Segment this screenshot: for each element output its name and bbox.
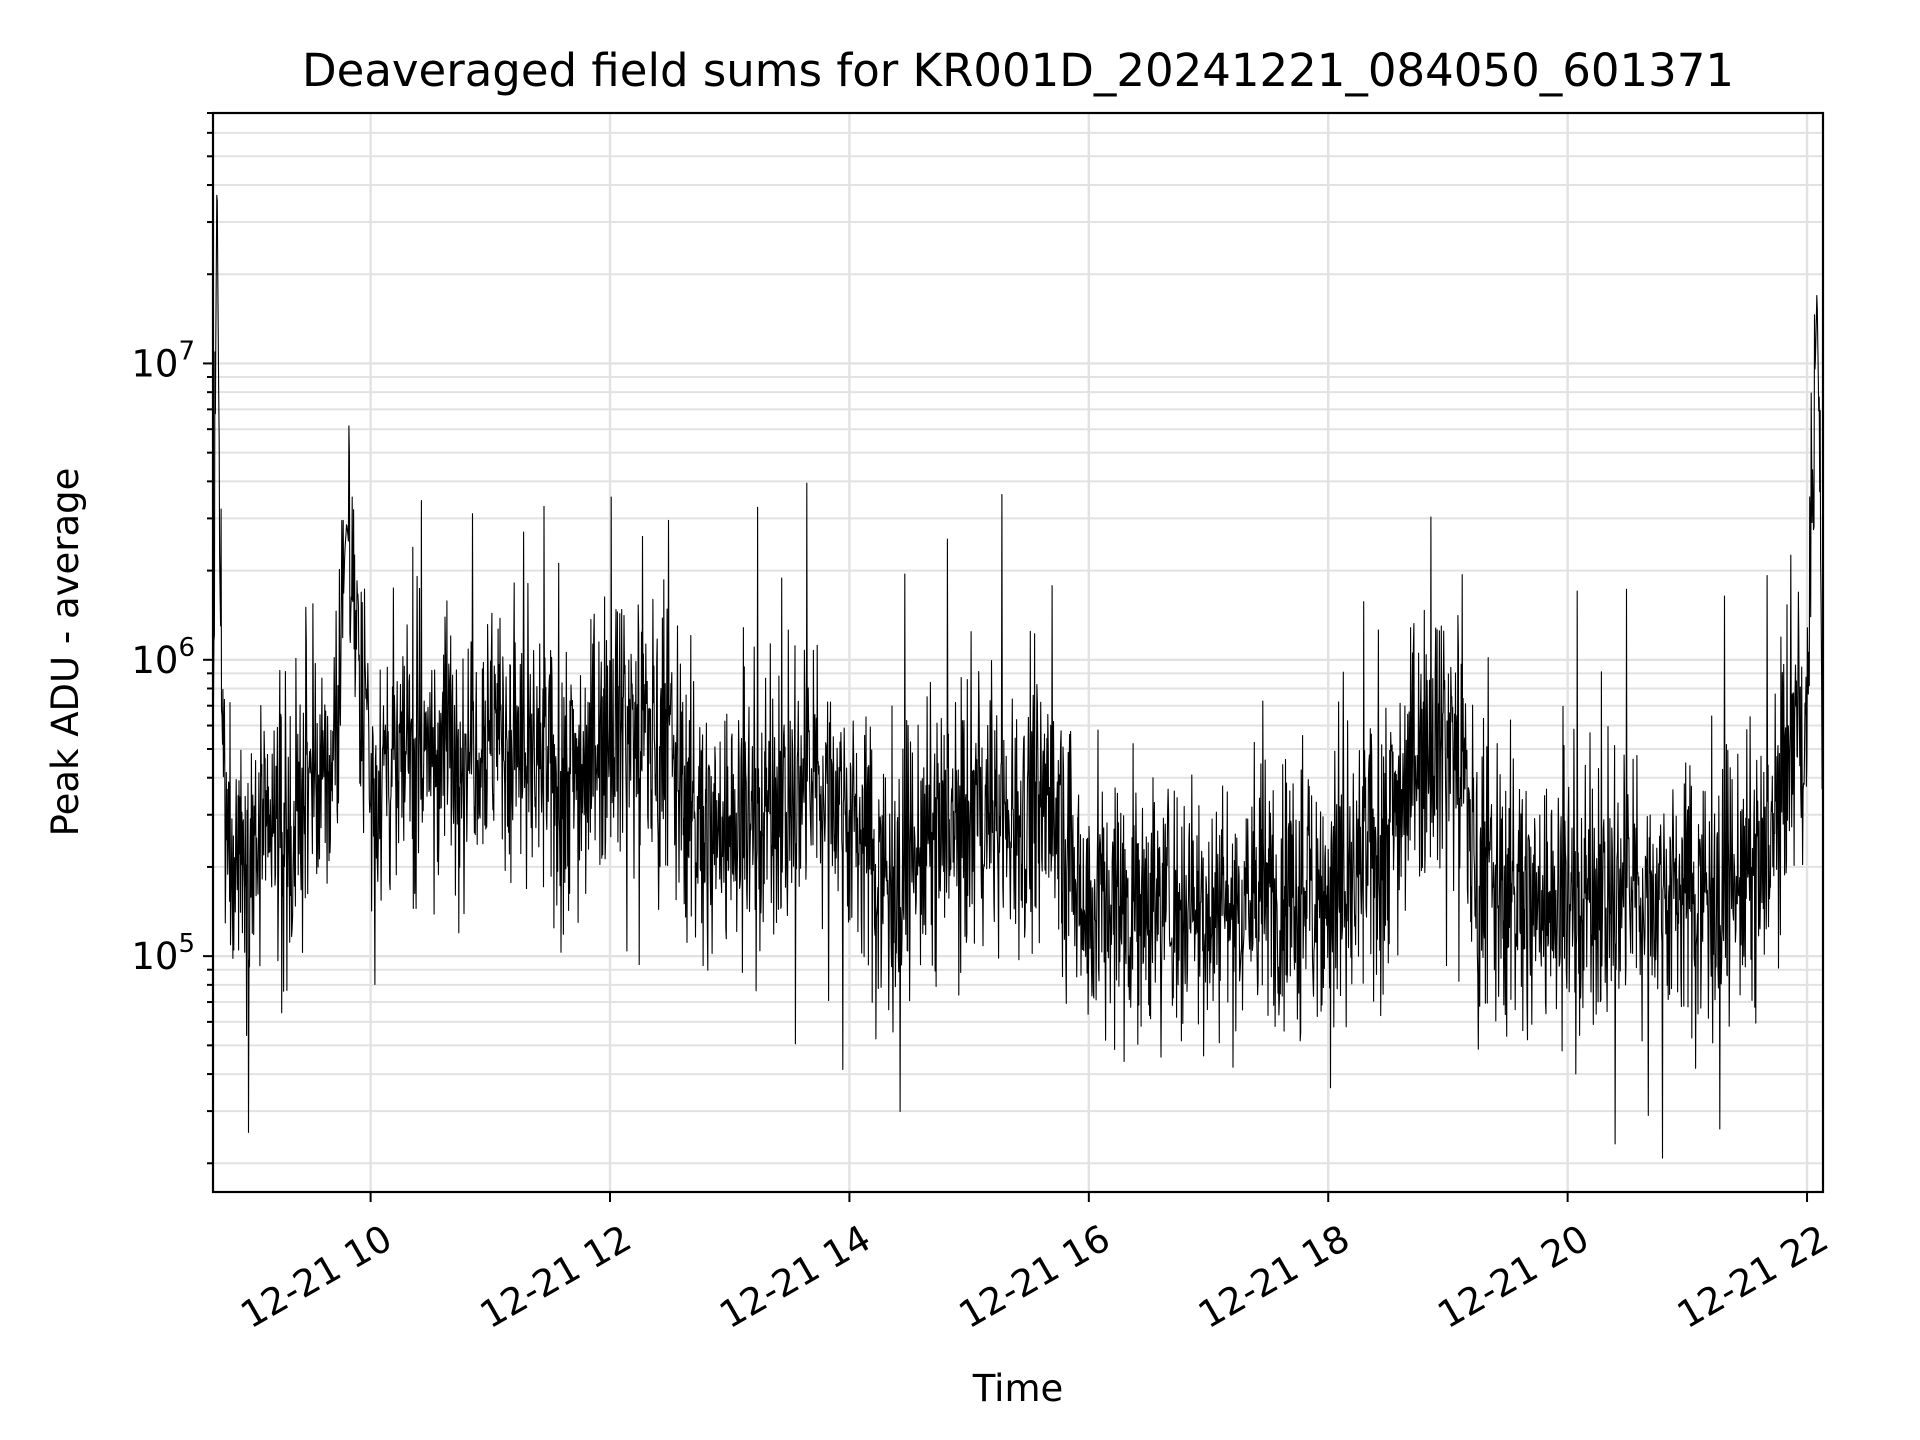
y-axis: 105 106 107	[131, 112, 213, 1165]
data-series	[212, 194, 1824, 1159]
y-axis-label: Peak ADU - average	[44, 468, 87, 837]
y-tick-label: 106	[131, 633, 195, 682]
x-axis-label: Time	[972, 1367, 1064, 1410]
series-line	[212, 194, 1824, 1159]
chart-title: Deaveraged field sums for KR001D_2024122…	[302, 44, 1734, 97]
y-tick-label: 107	[131, 336, 195, 385]
plot-frame	[211, 111, 1825, 1194]
y-tick-label: 105	[131, 929, 195, 978]
